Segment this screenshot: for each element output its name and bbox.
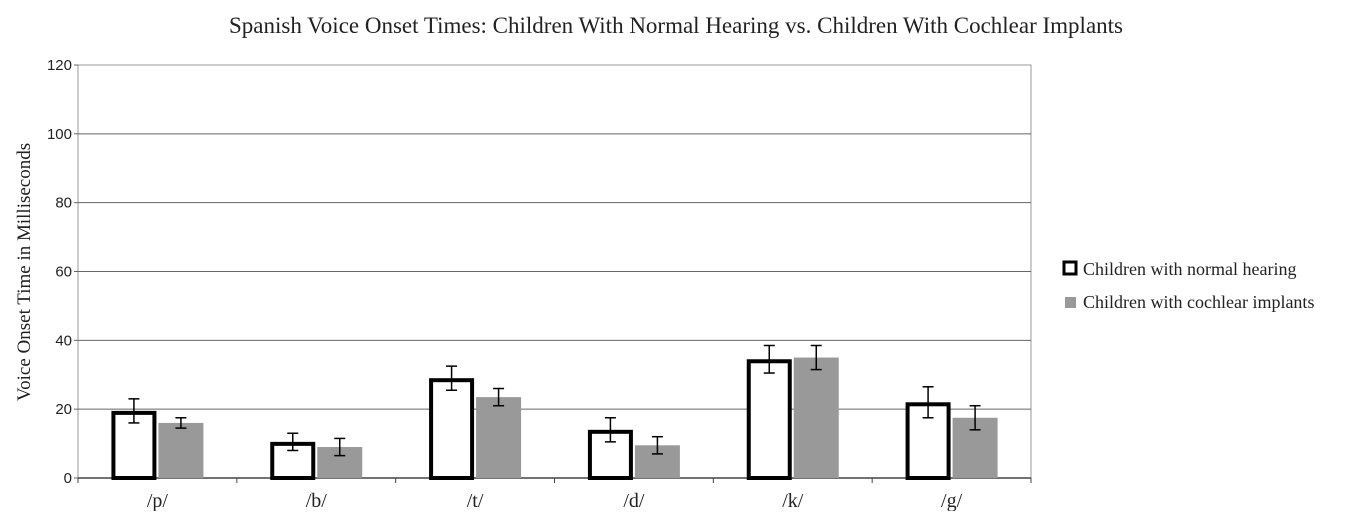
y-tick-label: 0 xyxy=(64,470,72,487)
bar-normal-hearing xyxy=(746,359,792,481)
legend-swatch-cochlear-implants xyxy=(1065,297,1076,308)
x-tick-label: /b/ xyxy=(306,490,328,511)
legend: Children with normal hearing Children wi… xyxy=(1062,259,1314,312)
bar-cochlear-implants xyxy=(476,397,522,478)
bar-cochlear-implants xyxy=(158,422,204,478)
x-tick-label: /g/ xyxy=(941,490,963,511)
legend-label-normal-hearing: Children with normal hearing xyxy=(1083,259,1296,279)
y-tick-label: 120 xyxy=(47,57,72,74)
y-tick-label: 40 xyxy=(55,332,72,349)
bar-normal-hearing xyxy=(111,410,157,481)
x-tick-label: /k/ xyxy=(782,490,804,511)
y-tick-label: 100 xyxy=(47,126,72,143)
x-tick-label: /t/ xyxy=(467,490,484,511)
x-tick-label: /d/ xyxy=(623,490,645,511)
bar-cochlear-implants xyxy=(793,357,839,478)
legend-swatch-normal-hearing xyxy=(1062,260,1078,276)
y-axis-label: Voice Onset Time in Milliseconds xyxy=(14,143,35,401)
x-tick-label: /p/ xyxy=(147,490,169,511)
plot-area: 0 20 40 60 80 100 120/p/ /b/ /t/ /d/ /k/ /g/ xyxy=(47,57,1032,512)
y-tick-label: 60 xyxy=(55,264,72,281)
legend-label-cochlear-implants: Children with cochlear implants xyxy=(1083,292,1314,312)
chart-title: Spanish Voice Onset Times: Children With… xyxy=(229,13,1123,38)
y-tick-label: 80 xyxy=(55,195,72,212)
bar-normal-hearing xyxy=(429,378,475,481)
y-tick-label: 20 xyxy=(55,401,72,418)
